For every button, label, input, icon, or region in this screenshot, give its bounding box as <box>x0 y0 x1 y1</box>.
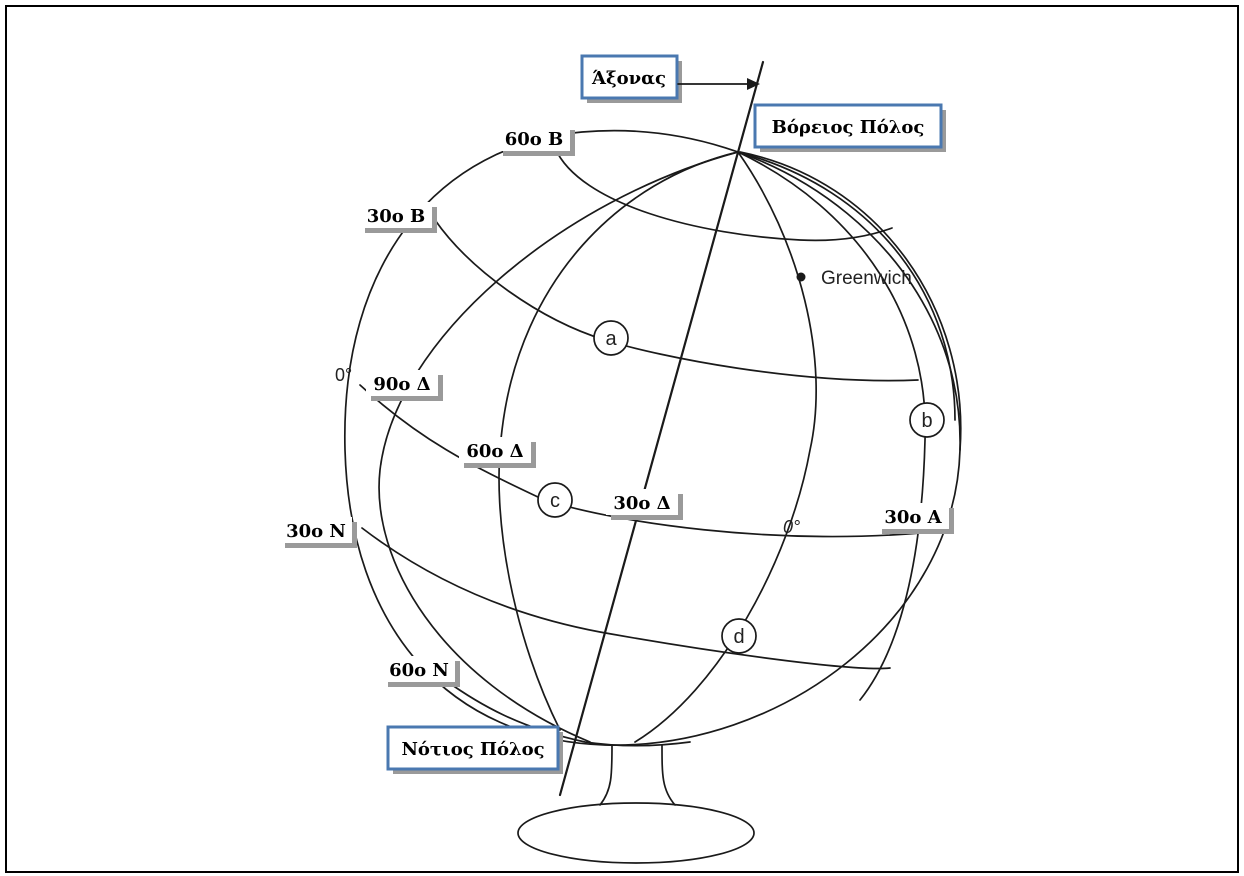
globe-limb-edge <box>739 151 962 451</box>
lon-60w-label: 60ο Δ <box>466 441 523 462</box>
axis-arrow-icon <box>747 78 760 90</box>
latitude-line-60s <box>444 679 691 747</box>
stand-neck <box>599 744 613 806</box>
lat-30n-label: 30ο Β <box>367 206 426 227</box>
south-pole-callout: Νότιος Πόλος <box>386 725 563 774</box>
point-a-marker: a <box>593 320 629 356</box>
lat-30n-tag: 30ο Β <box>360 202 437 233</box>
lat-60s-tag: 60ο Ν <box>383 656 460 687</box>
axis-label: Άξονας <box>591 68 666 89</box>
lat-60n-label: 60ο Β <box>505 129 564 150</box>
equator-zero-label: 0° <box>335 365 352 385</box>
lon-30e-label: 30ο Α <box>884 507 942 528</box>
point-d-marker: d <box>721 618 757 654</box>
greenwich-label: Greenwich <box>821 268 912 289</box>
lon-90w-label: 90ο Δ <box>373 374 430 395</box>
point-b-marker: b <box>909 402 945 438</box>
lon-90w-tag: 90ο Δ <box>366 370 443 401</box>
lon-30e-tag: 30ο Α <box>877 503 954 534</box>
meridian-60w <box>498 151 739 731</box>
greenwich-dot-icon <box>796 272 806 282</box>
stand-neck-right <box>661 744 676 806</box>
axis-callout: Άξονας <box>580 54 760 103</box>
point-b-label: b <box>921 410 932 432</box>
lon-30w-tag: 30ο Δ <box>606 489 683 520</box>
rotation-axis <box>558 60 765 797</box>
lon-60w-tag: 60ο Δ <box>459 437 536 468</box>
meridian-0 <box>634 151 817 743</box>
north-pole-label: Βόρειος Πόλος <box>772 117 925 138</box>
figure-frame <box>5 5 1239 873</box>
lat-60n-tag: 60ο Β <box>498 125 575 156</box>
north-pole-callout: Βόρειος Πόλος <box>753 103 946 152</box>
lat-60s-label: 60ο Ν <box>389 660 449 681</box>
point-c-label: c <box>550 490 560 512</box>
lat-30s-label: 30ο Ν <box>286 521 346 542</box>
south-pole-label: Νότιος Πόλος <box>401 739 544 760</box>
latitude-line-60n <box>554 147 893 242</box>
latitude-line-30s <box>361 527 891 670</box>
meridian-zero-label: 0° <box>783 517 800 537</box>
point-d-label: d <box>733 626 744 648</box>
meridian-60e <box>737 151 956 421</box>
meridian-90w <box>378 151 739 743</box>
stand-base <box>517 802 755 864</box>
lat-30s-tag: 30ο Ν <box>280 517 357 548</box>
lon-30w-label: 30ο Δ <box>613 493 670 514</box>
point-a-label: a <box>605 328 617 350</box>
point-c-marker: c <box>537 482 573 518</box>
